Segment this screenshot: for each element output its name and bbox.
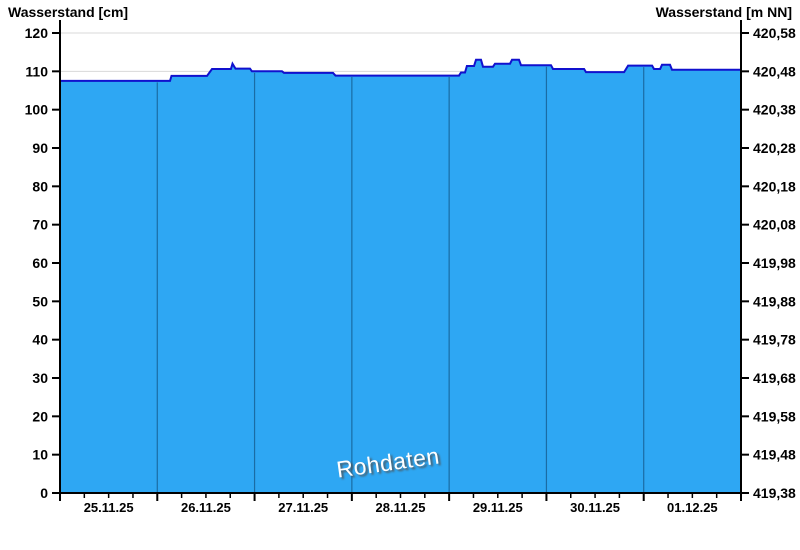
y-axis-left-tick-label: 80 (32, 178, 48, 194)
x-axis-tick-label: 29.11.25 (473, 500, 523, 515)
right-axis-title: Wasserstand [m NN] (655, 4, 792, 20)
y-axis-left-tick-label: 0 (40, 485, 48, 501)
x-axis-tick-label: 27.11.25 (278, 500, 328, 515)
x-axis-tick-label: 26.11.25 (181, 500, 231, 515)
y-axis-right-tick-label: 419,38 (753, 485, 796, 501)
water-line (60, 58, 741, 82)
y-axis-left-tick-label: 20 (32, 408, 48, 424)
x-axis-tick-label: 30.11.25 (570, 500, 620, 515)
y-axis-right-tick-label: 419,58 (753, 408, 796, 424)
y-axis-left-tick-label: 30 (32, 370, 48, 386)
y-axis-right-tick-label: 419,48 (753, 447, 796, 463)
y-axis-left-tick-label: 120 (25, 25, 49, 41)
y-axis-left-tick-label: 50 (32, 293, 48, 309)
y-axis-left-tick-label: 60 (32, 255, 48, 271)
y-axis-left-tick-label: 70 (32, 217, 48, 233)
y-axis-right-tick-label: 419,68 (753, 370, 796, 386)
y-axis-right-tick-label: 420,18 (753, 178, 796, 194)
y-axis-right-tick-label: 420,58 (753, 25, 796, 41)
y-axis-right-tick-label: 420,38 (753, 102, 796, 118)
y-axis-left-tick-label: 40 (32, 332, 48, 348)
y-axis-left-tick-label: 90 (32, 140, 48, 156)
x-axis-tick-label: 01.12.25 (667, 500, 718, 515)
y-axis-right-tick-label: 420,08 (753, 217, 796, 233)
y-axis-right-tick-label: 419,88 (753, 293, 796, 309)
y-axis-right-tick-label: 419,98 (753, 255, 796, 271)
x-axis-tick-label: 25.11.25 (84, 500, 134, 515)
y-axis-left-tick-label: 110 (25, 63, 48, 79)
y-axis-right-tick-label: 420,28 (753, 140, 796, 156)
y-axis-left-tick-label: 100 (25, 102, 49, 118)
left-axis-title: Wasserstand [cm] (8, 4, 129, 20)
y-axis-right-tick-label: 420,48 (753, 63, 796, 79)
y-axis-right-tick-label: 419,78 (753, 332, 796, 348)
x-axis-tick-label: 28.11.25 (376, 500, 426, 515)
y-axis-left-tick-label: 10 (32, 447, 48, 463)
water-area (60, 59, 741, 494)
